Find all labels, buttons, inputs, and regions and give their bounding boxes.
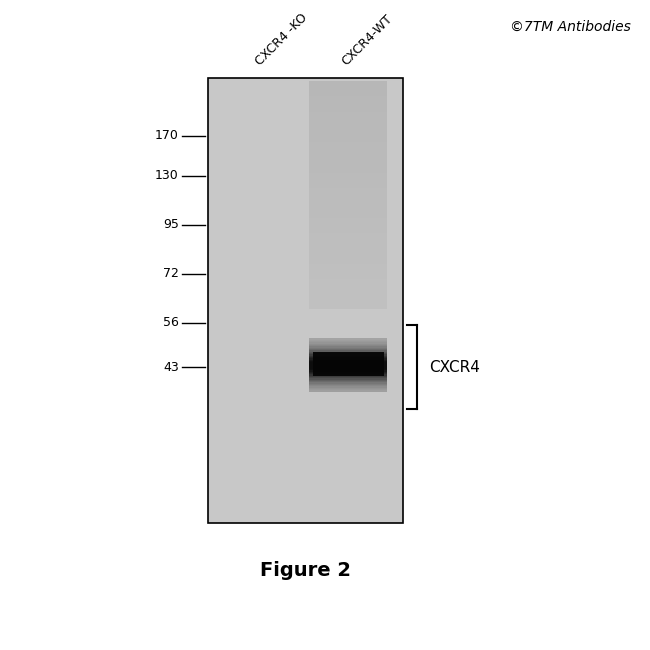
Bar — [309, 241, 387, 248]
Bar — [309, 226, 387, 233]
Bar — [309, 372, 387, 373]
Bar — [309, 384, 387, 385]
Bar — [309, 352, 387, 353]
Text: 56: 56 — [163, 317, 179, 330]
Bar — [309, 382, 387, 384]
Bar — [208, 78, 403, 523]
Text: 95: 95 — [163, 218, 179, 231]
Bar — [309, 338, 387, 340]
Bar — [309, 361, 387, 362]
Bar — [309, 378, 387, 380]
Bar — [309, 203, 387, 211]
Bar — [309, 345, 387, 346]
Text: 170: 170 — [155, 129, 179, 142]
Bar — [309, 264, 387, 272]
Bar — [309, 348, 387, 349]
Bar — [309, 211, 387, 218]
Bar — [309, 344, 387, 345]
Bar — [309, 389, 387, 391]
Bar — [309, 120, 387, 127]
Bar — [309, 112, 387, 120]
Bar — [309, 256, 387, 264]
Bar — [309, 369, 387, 370]
Bar — [309, 353, 387, 354]
Bar — [309, 373, 387, 374]
Bar — [309, 302, 387, 309]
Bar — [309, 104, 387, 112]
Bar — [309, 81, 387, 89]
Bar — [309, 172, 387, 180]
Bar — [309, 294, 387, 302]
Bar — [309, 248, 387, 256]
Bar — [309, 350, 387, 352]
Bar — [309, 356, 387, 357]
Bar — [309, 362, 387, 363]
Bar — [309, 365, 387, 367]
Bar — [309, 180, 387, 188]
Bar — [309, 135, 387, 142]
Text: 43: 43 — [163, 361, 179, 374]
Text: 130: 130 — [155, 170, 179, 183]
Text: Figure 2: Figure 2 — [260, 561, 351, 580]
Bar — [309, 380, 387, 381]
Bar — [309, 272, 387, 279]
Bar — [313, 352, 384, 376]
Text: 72: 72 — [163, 267, 179, 280]
Bar — [309, 367, 387, 368]
Bar — [309, 349, 387, 350]
Bar — [309, 188, 387, 196]
Text: CXCR4-WT: CXCR4-WT — [339, 13, 395, 68]
Bar — [309, 127, 387, 135]
Bar — [309, 363, 387, 365]
Bar — [309, 381, 387, 382]
Bar — [309, 385, 387, 386]
Bar — [309, 357, 387, 358]
Bar — [309, 165, 387, 172]
Bar — [309, 150, 387, 157]
Bar — [309, 343, 387, 344]
Bar — [309, 358, 387, 359]
Bar — [309, 354, 387, 356]
Bar — [309, 359, 387, 361]
Bar — [309, 376, 387, 377]
Bar — [309, 96, 387, 104]
Bar — [309, 346, 387, 348]
Text: ©7TM Antibodies: ©7TM Antibodies — [510, 20, 630, 34]
Bar — [309, 374, 387, 376]
Bar — [309, 387, 387, 389]
Bar — [309, 391, 387, 392]
Bar — [309, 340, 387, 341]
Text: CXCR4 -KO: CXCR4 -KO — [254, 12, 311, 68]
Bar — [309, 157, 387, 165]
Bar — [309, 142, 387, 150]
Bar — [309, 233, 387, 241]
Bar — [309, 218, 387, 226]
Bar — [309, 370, 387, 372]
Bar — [309, 368, 387, 369]
Bar — [309, 279, 387, 287]
Text: CXCR4: CXCR4 — [429, 359, 480, 375]
Bar — [309, 287, 387, 294]
Bar — [309, 89, 387, 96]
Bar — [309, 377, 387, 378]
Bar — [309, 196, 387, 203]
Bar — [309, 341, 387, 343]
Bar — [309, 386, 387, 387]
